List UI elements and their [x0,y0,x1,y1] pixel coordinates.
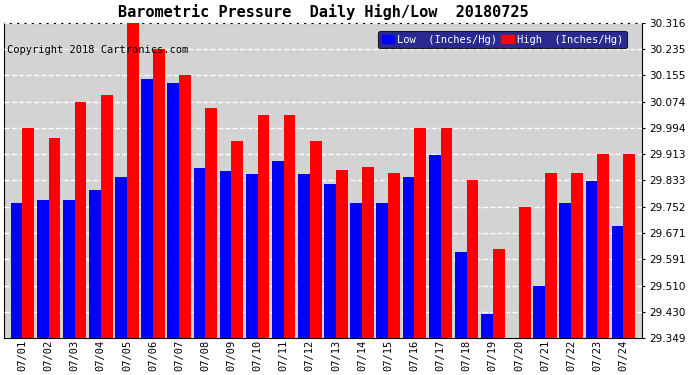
Bar [351,204,362,338]
Bar [310,141,322,338]
Bar [336,170,348,338]
Bar [519,207,531,338]
Bar [37,200,48,338]
Bar [598,154,609,338]
Bar [388,174,400,338]
Bar [545,174,557,338]
Bar [153,49,165,338]
Bar [89,190,101,338]
Bar [586,181,598,338]
Bar [75,102,86,338]
Bar [11,204,23,338]
Bar [179,75,191,338]
Bar [298,174,310,338]
Bar [481,314,493,338]
Bar [168,83,179,338]
Bar [23,128,34,338]
Bar [611,226,623,338]
Bar [533,286,545,338]
Bar [466,180,478,338]
Bar [415,128,426,338]
Bar [377,204,388,338]
Bar [623,154,635,338]
Text: Copyright 2018 Cartronics.com: Copyright 2018 Cartronics.com [7,45,188,55]
Bar [257,115,269,338]
Bar [115,177,127,338]
Bar [362,167,374,338]
Bar [272,161,284,338]
Legend: Low  (Inches/Hg), High  (Inches/Hg): Low (Inches/Hg), High (Inches/Hg) [378,31,627,48]
Bar [219,171,231,338]
Bar [571,174,583,338]
Bar [428,154,440,338]
Bar [206,108,217,338]
Bar [246,174,257,338]
Bar [194,168,206,338]
Bar [455,252,466,338]
Bar [101,95,112,338]
Bar [63,200,75,338]
Bar [141,80,153,338]
Bar [231,141,244,338]
Bar [48,138,60,338]
Bar [284,115,295,338]
Bar [493,249,504,338]
Bar [440,128,452,338]
Bar [560,204,571,338]
Bar [127,23,139,338]
Title: Barometric Pressure  Daily High/Low  20180725: Barometric Pressure Daily High/Low 20180… [117,4,529,20]
Bar [324,184,336,338]
Bar [403,177,415,338]
